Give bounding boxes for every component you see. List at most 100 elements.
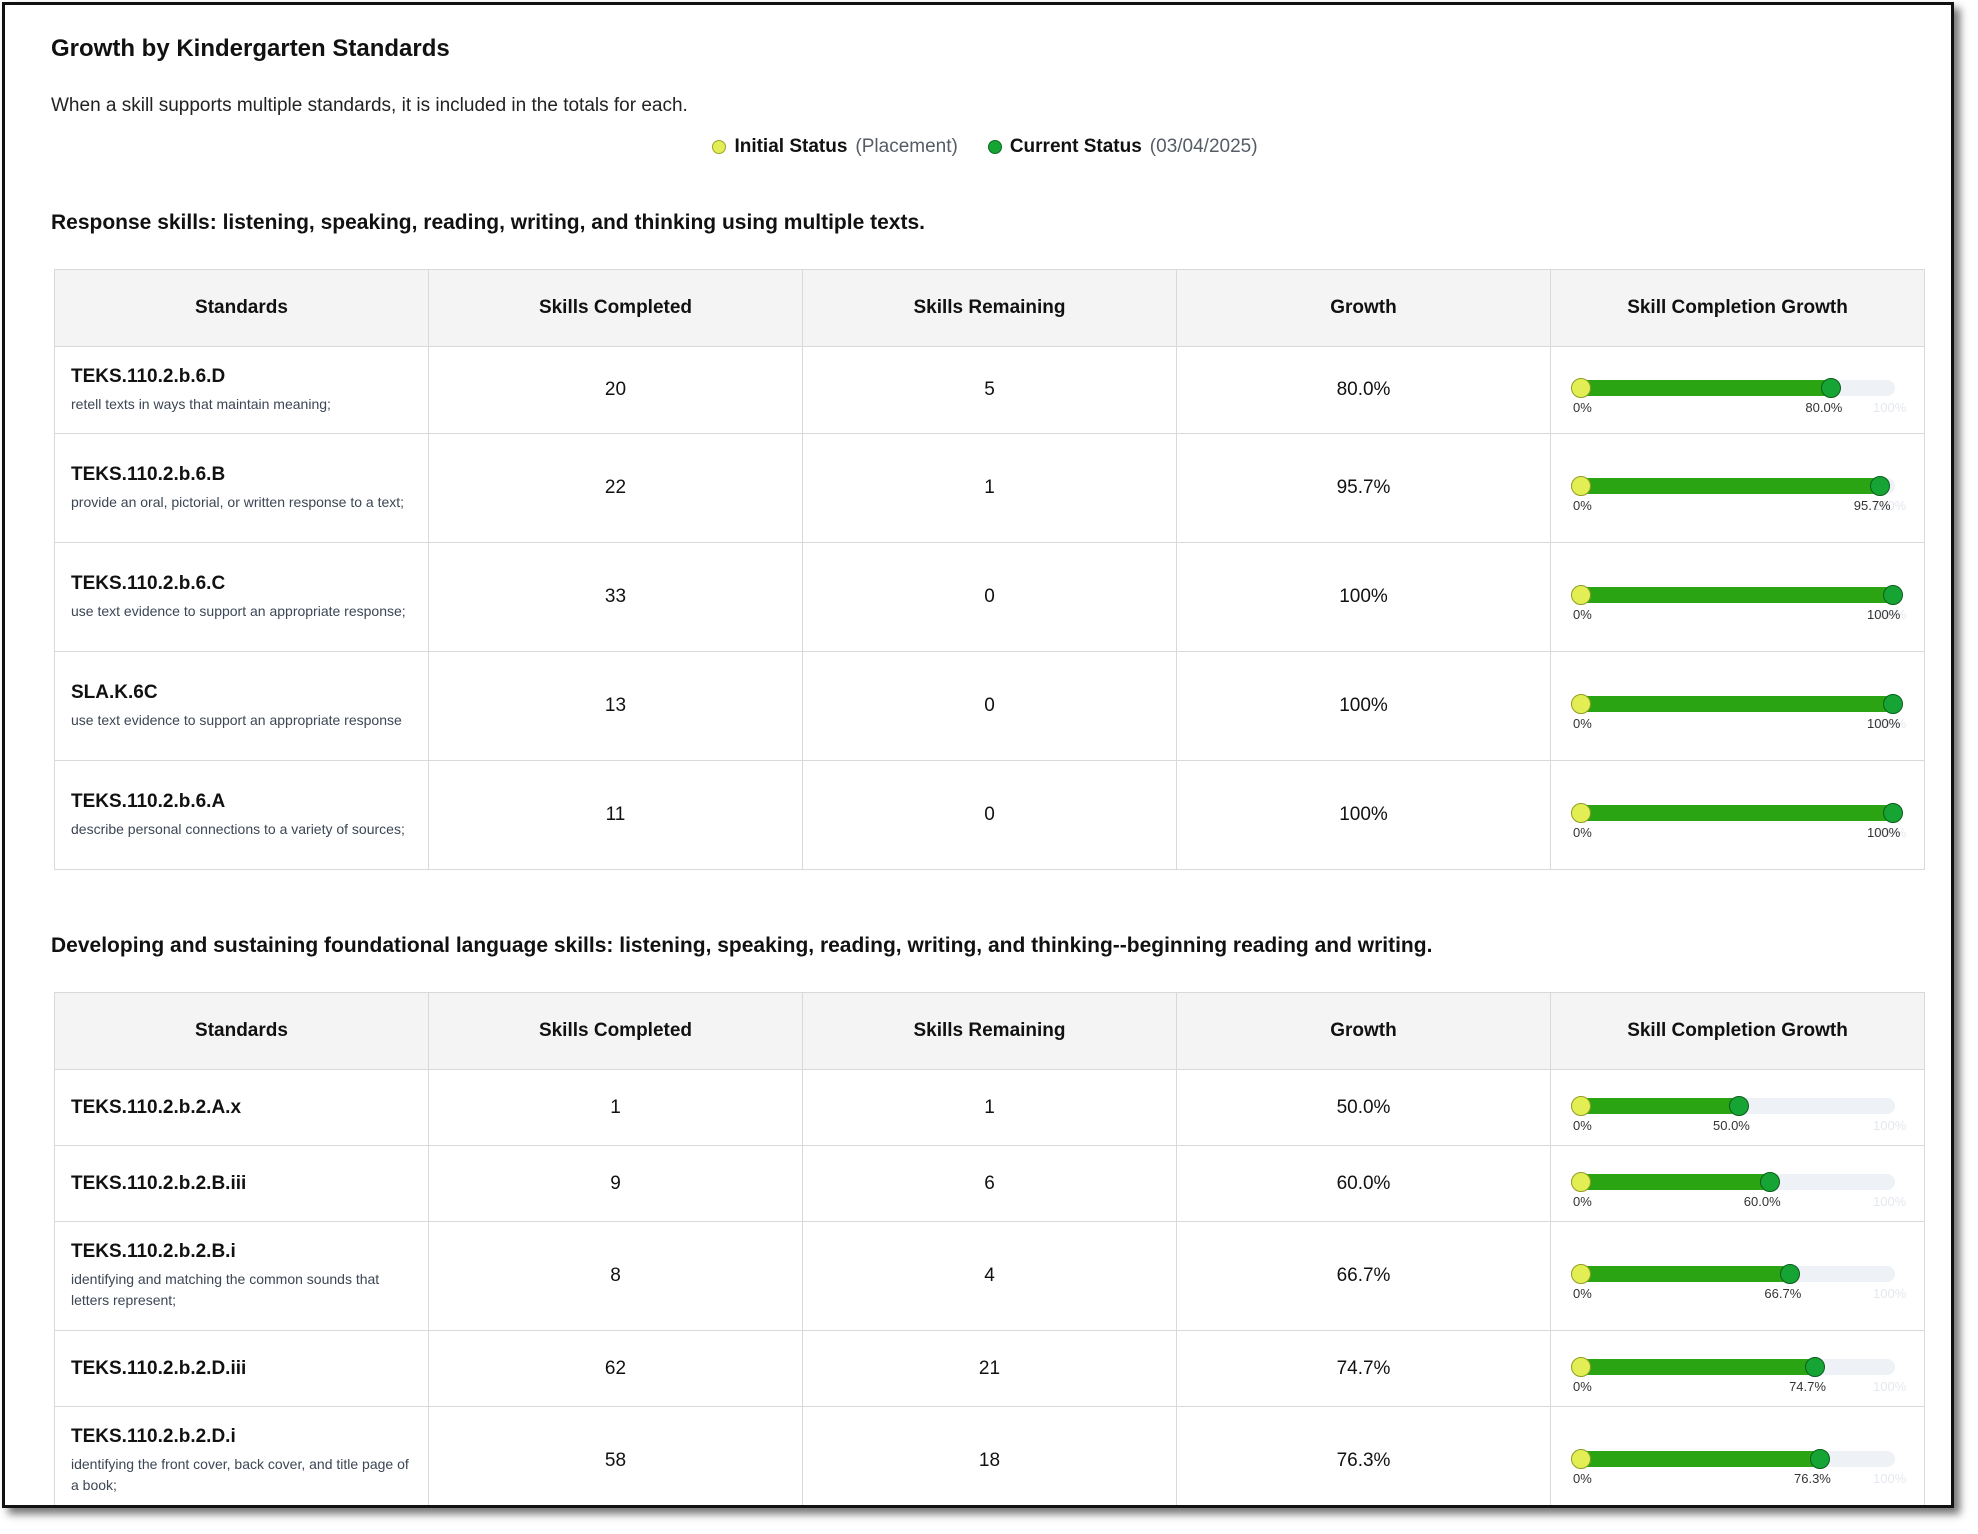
skills-completed: 8 — [428, 1221, 803, 1331]
current-value-label: 100% — [1867, 607, 1901, 622]
page-note: When a skill supports multiple standards… — [51, 95, 688, 116]
current-value-label: 100% — [1867, 716, 1901, 731]
current-value-label: 50.0% — [1713, 1117, 1750, 1133]
current-value-label: 95.7% — [1853, 498, 1891, 513]
col-header-growth: Growth — [1176, 269, 1551, 347]
axis-max-label: 100% — [1873, 1117, 1907, 1133]
standard-cell: TEKS.110.2.b.6.D retell texts in ways tha… — [54, 346, 429, 434]
legend-current: Current Status (03/04/2025) — [987, 136, 1258, 158]
current-value-label: 60.0% — [1743, 1193, 1781, 1209]
initial-status-marker — [1571, 1095, 1591, 1116]
progress-fill — [1575, 1266, 1791, 1282]
skills-remaining: 5 — [802, 346, 1177, 434]
skills-remaining: 0 — [802, 760, 1177, 870]
standard-description: use text evidence to support an appropri… — [71, 711, 402, 728]
completion-growth-bar-cell: 0% 100% 66.7% — [1550, 1221, 1925, 1331]
table-row: TEKS.110.2.b.6.B provide an oral, pictori… — [54, 433, 1925, 543]
axis-max-label: 100% — [1873, 1471, 1907, 1486]
table-header-row: Standards Skills Completed Skills Remain… — [54, 269, 1925, 347]
standard-description: retell texts in ways that maintain meani… — [71, 395, 331, 412]
legend-initial: Initial Status (Placement) — [712, 136, 958, 158]
progress-fill — [1575, 1173, 1770, 1190]
skills-remaining: 18 — [802, 1406, 1177, 1505]
standard-code: TEKS.110.2.b.6.B — [71, 463, 226, 485]
progress-fill — [1575, 478, 1880, 494]
standard-code: TEKS.110.2.b.2.B.iii — [71, 1172, 247, 1194]
axis-min-label: 0% — [1573, 1378, 1592, 1394]
initial-status-marker — [1571, 1449, 1591, 1469]
legend-current-label: Current Status — [1009, 136, 1142, 157]
standard-cell: TEKS.110.2.b.2.D.iii — [54, 1330, 429, 1407]
initial-status-marker — [1571, 378, 1591, 398]
current-status-marker — [1883, 803, 1903, 823]
axis-max-label: 100% — [1873, 825, 1907, 840]
completion-growth-bar-cell: 0% 100% 80.0% — [1550, 346, 1925, 434]
initial-status-marker — [1571, 694, 1591, 714]
skills-remaining: 1 — [802, 433, 1177, 543]
initial-status-marker — [1571, 1171, 1591, 1192]
completion-growth-bar-cell: 0% 100% 50.0% — [1550, 1069, 1925, 1146]
col-header-skills-completed: Skills Completed — [428, 992, 803, 1070]
skills-remaining: 4 — [802, 1221, 1177, 1331]
current-status-marker — [1810, 1449, 1830, 1469]
standard-cell: TEKS.110.2.b.2.B.i identifying and matchi… — [54, 1221, 429, 1331]
table-row: TEKS.110.2.b.6.D retell texts in ways tha… — [54, 346, 1925, 434]
completion-growth-bar-cell: 0% 100% 74.7% — [1550, 1330, 1925, 1407]
completion-growth-bar: 0% 100% 66.7% — [1571, 1254, 1906, 1301]
skills-completed: 11 — [428, 760, 803, 870]
current-value-label: 100% — [1867, 825, 1901, 840]
report-panel: Growth by Kindergarten Standards When a … — [2, 2, 1954, 1508]
growth-value: 100% — [1176, 542, 1551, 652]
axis-max-label: 100% — [1873, 607, 1907, 622]
growth-value: 74.7% — [1176, 1330, 1551, 1407]
table-row: TEKS.110.2.b.6.C use text evidence to sup… — [54, 542, 1925, 652]
col-header-skill-completion-growth: Skill Completion Growth — [1550, 269, 1925, 347]
axis-min-label: 0% — [1573, 1117, 1592, 1133]
current-status-marker — [1869, 476, 1890, 496]
growth-value: 100% — [1176, 760, 1551, 870]
legend: Initial Status (Placement) Current Statu… — [51, 136, 1919, 158]
legend-initial-label: Initial Status — [734, 136, 848, 157]
skills-completed: 20 — [428, 346, 803, 434]
completion-growth-bar: 0% 100% 50.0% — [1571, 1086, 1906, 1133]
col-header-standards: Standards — [54, 269, 429, 347]
initial-status-marker — [1571, 1264, 1591, 1284]
col-header-skills-remaining: Skills Remaining — [802, 269, 1177, 347]
completion-growth-bar: 0% 100% 100% — [1571, 575, 1906, 622]
axis-min-label: 0% — [1573, 825, 1592, 840]
completion-growth-bar-cell: 0% 100% 76.3% — [1550, 1406, 1925, 1505]
axis-min-label: 0% — [1573, 498, 1592, 513]
standard-cell: TEKS.110.2.b.2.B.iii — [54, 1145, 429, 1222]
skills-remaining: 1 — [802, 1069, 1177, 1146]
legend-initial-sub: (Placement) — [855, 136, 958, 157]
current-status-dot-icon — [987, 140, 1002, 154]
skills-completed: 22 — [428, 433, 803, 543]
completion-growth-bar: 0% 100% 80.0% — [1571, 368, 1906, 415]
completion-growth-bar: 0% 100% 100% — [1571, 793, 1906, 840]
growth-value: 100% — [1176, 651, 1551, 761]
standard-description: use text evidence to support an appropri… — [71, 602, 406, 619]
standard-cell: TEKS.110.2.b.2.D.i identifying the front … — [54, 1406, 429, 1505]
skills-remaining: 0 — [802, 542, 1177, 652]
skills-remaining: 6 — [802, 1145, 1177, 1222]
completion-growth-bar: 0% 100% 100% — [1571, 684, 1906, 731]
axis-max-label: 100% — [1873, 1193, 1907, 1209]
table-row: TEKS.110.2.b.6.A describe personal connec… — [54, 760, 1925, 870]
growth-value: 95.7% — [1176, 433, 1551, 543]
skills-remaining: 0 — [802, 651, 1177, 761]
completion-growth-bar: 0% 100% 74.7% — [1571, 1347, 1906, 1394]
completion-growth-bar-cell: 0% 100% 100% — [1550, 542, 1925, 652]
current-value-label: 76.3% — [1794, 1471, 1831, 1486]
current-status-marker — [1883, 694, 1903, 714]
standard-cell: TEKS.110.2.b.2.A.x — [54, 1069, 429, 1146]
standard-code: TEKS.110.2.b.2.A.x — [71, 1096, 242, 1118]
page-title: Growth by Kindergarten Standards — [51, 35, 450, 62]
axis-max-label: 100% — [1873, 498, 1907, 513]
standard-cell: TEKS.110.2.b.6.B provide an oral, pictori… — [54, 433, 429, 543]
current-value-label: 80.0% — [1805, 400, 1843, 415]
growth-value: 50.0% — [1176, 1069, 1551, 1146]
table-row: SLA.K.6C use text evidence to support an … — [54, 651, 1925, 761]
section-title-response-skills: Response skills: listening, speaking, re… — [51, 211, 925, 234]
section-title-foundational-skills: Developing and sustaining foundational l… — [51, 934, 1433, 957]
growth-value: 76.3% — [1176, 1406, 1551, 1505]
